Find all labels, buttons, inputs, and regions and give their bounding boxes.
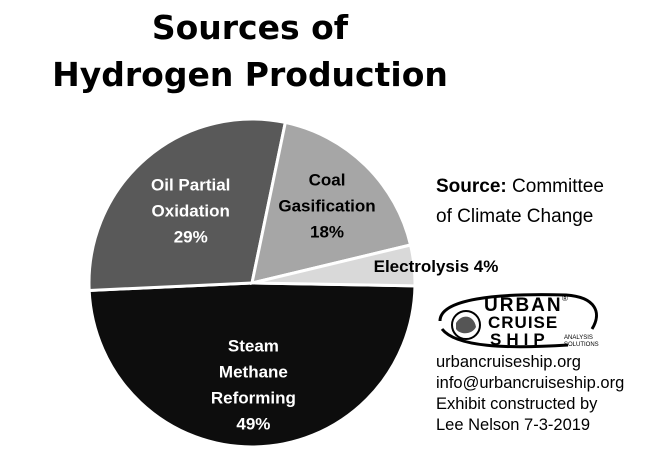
- slice-label: Methane: [219, 363, 288, 382]
- logo-line-1: URBAN: [484, 295, 563, 316]
- logo-registered-mark: ®: [562, 294, 568, 303]
- source-text-line-1: Committee: [512, 176, 604, 197]
- slice-label: Oil Partial: [151, 176, 230, 195]
- slice-label: 29%: [174, 228, 208, 247]
- credit-line-2: Lee Nelson 7-3-2019: [436, 416, 591, 434]
- pie-slice: [87, 117, 288, 293]
- pie-slice: [87, 281, 417, 449]
- logo-tagline-line-1: ANALYSIS: [564, 335, 593, 341]
- source-prefix: Source:: [436, 176, 507, 197]
- contact-info: urbancruiseship.org info@urbancruiseship…: [436, 352, 624, 436]
- slice-label: 18%: [310, 222, 344, 241]
- chart-title-line-2: Hydrogen Production: [52, 55, 448, 94]
- slice-label: 49%: [236, 415, 270, 434]
- pie-slice: [251, 243, 417, 288]
- source-note: Source: Committee of Climate Change: [436, 172, 604, 232]
- logo-tagline-line-2: SOLUTIONS: [564, 342, 599, 348]
- slice-label: Gasification: [278, 196, 375, 215]
- slice-label: Coal: [309, 170, 346, 189]
- website-link[interactable]: urbancruiseship.org: [436, 353, 581, 371]
- logo-line-3: SHIP: [490, 330, 550, 349]
- chart-title-line-1: Sources of: [151, 8, 349, 47]
- chart-title: Sources of Hydrogen Production: [40, 4, 460, 98]
- credit-line-1: Exhibit constructed by: [436, 395, 598, 413]
- logo-line-2: CRUISE: [488, 313, 558, 332]
- slice-label: Steam: [228, 337, 279, 356]
- slice-label: Electrolysis 4%: [374, 257, 499, 276]
- slice-label: Oxidation: [152, 202, 230, 221]
- pie-slice: [250, 120, 413, 286]
- slice-label: Reforming: [211, 389, 296, 408]
- urban-cruise-ship-logo: URBAN ® CRUISE SHIP ANALYSIS SOLUTIONS: [438, 293, 599, 349]
- source-text-line-2: of Climate Change: [436, 206, 594, 227]
- email-link[interactable]: info@urbancruiseship.org: [436, 374, 625, 392]
